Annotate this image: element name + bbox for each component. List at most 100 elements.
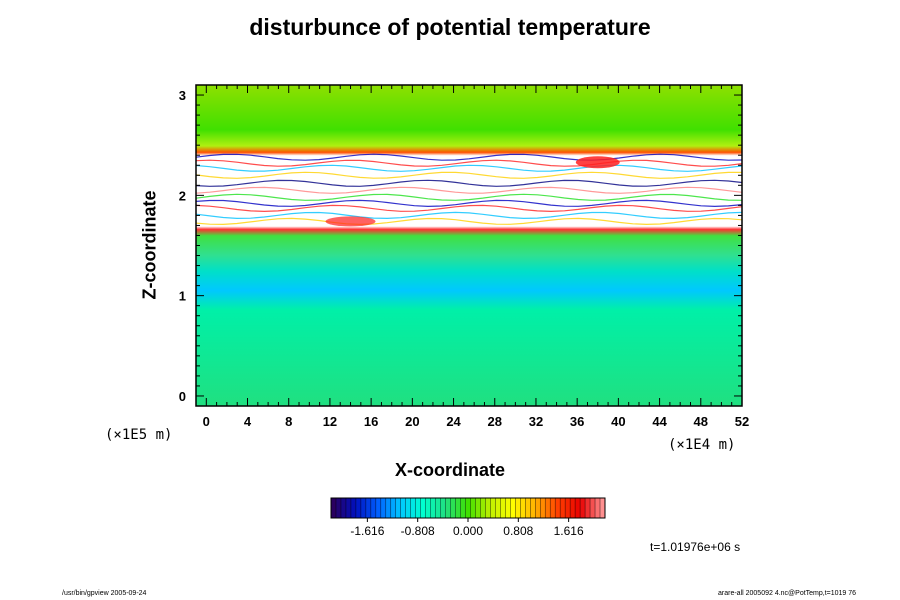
- colorbar-swatch: [515, 498, 521, 518]
- colorbar-swatch: [380, 498, 387, 518]
- streak-line: [195, 204, 743, 213]
- colorbar-swatch: [470, 498, 476, 518]
- colorbar: -1.616 -0.808 0.000 0.808 1.616: [330, 497, 606, 538]
- colorbar-swatch: [460, 498, 467, 518]
- y-tick-label: 2: [179, 188, 186, 203]
- colorbar-swatch: [395, 498, 402, 518]
- x-tick-label: 36: [570, 414, 584, 429]
- colorbar-swatch: [545, 498, 551, 518]
- colorbar-swatch: [485, 498, 491, 518]
- x-axis-unit: (×1E4 m): [668, 437, 736, 453]
- y-tick-label: 1: [179, 289, 186, 304]
- colorbar-swatch: [350, 498, 357, 518]
- colorbar-swatch: [410, 498, 417, 518]
- colorbar-swatch: [345, 498, 352, 518]
- streak-line: [195, 179, 743, 187]
- colorbar-swatch: [480, 498, 486, 518]
- colorbar-swatch: [370, 498, 377, 518]
- x-tick-label: 28: [488, 414, 502, 429]
- x-tick-label: 16: [364, 414, 378, 429]
- y-tick-label: 3: [179, 88, 186, 103]
- streak-line: [195, 186, 743, 194]
- colorbar-swatch: [340, 498, 347, 518]
- x-axis-label: X-coordinate: [394, 460, 505, 480]
- colorbar-swatch: [585, 498, 591, 518]
- footer-left-text: /usr/bin/gpview 2005-09-24: [62, 590, 147, 597]
- colorbar-swatch: [495, 498, 501, 518]
- colorbar-swatch: [525, 498, 531, 518]
- colorbar-swatch: [405, 498, 412, 518]
- colorbar-swatch: [555, 498, 561, 518]
- streak-line: [195, 217, 743, 226]
- colorbar-swatch: [385, 498, 392, 518]
- colorbar-swatch: [445, 498, 452, 518]
- heatmap-field: [196, 85, 742, 406]
- streak-line: [195, 211, 743, 220]
- colorbar-swatch: [540, 498, 546, 518]
- colorbar-swatch: [490, 498, 496, 518]
- colorbar-swatch: [575, 498, 581, 518]
- streak-line: [195, 164, 743, 172]
- colorbar-tick-label: -0.808: [401, 524, 435, 538]
- colorbar-swatch: [355, 498, 362, 518]
- y-tick-label: 0: [179, 389, 186, 404]
- x-tick-label: 44: [652, 414, 667, 429]
- x-tick-label: 0: [203, 414, 210, 429]
- colorbar-swatch: [590, 498, 596, 518]
- colorbar-swatch: [520, 498, 526, 518]
- colorbar-tick-label: 1.616: [554, 524, 584, 538]
- time-label: t=1.01976e+06 s: [650, 540, 741, 554]
- colorbar-swatch: [565, 498, 571, 518]
- colorbar-swatch: [390, 498, 397, 518]
- colorbar-swatch: [365, 498, 372, 518]
- heatmap-streaks: [195, 153, 743, 227]
- colorbar-swatch: [550, 498, 556, 518]
- streak-line: [195, 171, 742, 179]
- chart-title: disturbunce of potential temperature: [249, 14, 651, 40]
- y-axis-unit: (×1E5 m): [105, 427, 173, 443]
- x-tick-label: 4: [244, 414, 252, 429]
- x-tick-label: 52: [735, 414, 749, 429]
- colorbar-swatch: [420, 498, 427, 518]
- colorbar-swatch: [580, 498, 586, 518]
- streak-line: [195, 153, 743, 161]
- footer-right-text: arare-all 2005092 4.nc@PotTemp,t=1019 76: [718, 590, 857, 597]
- streak-line: [195, 199, 743, 208]
- colorbar-swatch: [400, 498, 407, 518]
- colorbar-swatch: [360, 498, 367, 518]
- colorbar-swatch: [505, 498, 511, 518]
- colorbar-tick-label: 0.000: [453, 524, 483, 538]
- colorbar-swatch: [475, 498, 481, 518]
- colorbar-swatch: [331, 498, 337, 518]
- colorbar-swatch: [375, 498, 382, 518]
- x-tick-label: 40: [611, 414, 625, 429]
- colorbar-swatch: [430, 498, 437, 518]
- colorbar-swatch: [335, 498, 342, 518]
- colorbar-swatch: [465, 498, 471, 518]
- colorbar-swatch: [600, 498, 606, 518]
- y-axis-label: Z-coordinate: [139, 190, 160, 300]
- colorbar-swatch: [530, 498, 536, 518]
- colorbar-swatch: [435, 498, 442, 518]
- x-tick-label: 20: [405, 414, 419, 429]
- colorbar-swatch: [510, 498, 516, 518]
- colorbar-swatch: [560, 498, 566, 518]
- x-tick-label: 48: [694, 414, 708, 429]
- x-tick-label: 24: [446, 414, 461, 429]
- warm-patch: [575, 156, 620, 169]
- x-tick-label: 8: [285, 414, 292, 429]
- colorbar-tick-label: 0.808: [503, 524, 533, 538]
- colorbar-tick-label: -1.616: [350, 524, 384, 538]
- colorbar-swatch: [455, 498, 462, 518]
- colorbar-swatch: [570, 498, 576, 518]
- colorbar-swatch: [440, 498, 447, 518]
- streak-line: [195, 193, 743, 201]
- colorbar-swatch: [415, 498, 422, 518]
- x-tick-label: 32: [529, 414, 543, 429]
- colorbar-swatch: [595, 498, 601, 518]
- colorbar-swatch: [500, 498, 506, 518]
- x-tick-label: 12: [323, 414, 337, 429]
- colorbar-swatch: [425, 498, 432, 518]
- colorbar-swatch: [535, 498, 541, 518]
